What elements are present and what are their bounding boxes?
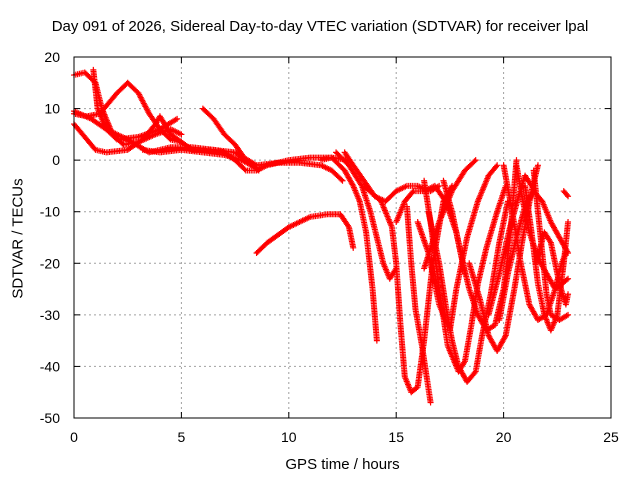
y-tick-label: -30 [40, 307, 60, 323]
y-tick-label: 10 [44, 101, 60, 117]
y-tick-label: 0 [52, 152, 60, 168]
y-tick-label: -10 [40, 204, 60, 220]
x-tick-label: 0 [70, 429, 78, 445]
y-axis-label: SDTVAR / TECUs [9, 178, 27, 299]
chart-title: Day 091 of 2026, Sidereal Day-to-day VTE… [51, 18, 589, 35]
x-tick-label: 20 [496, 429, 512, 445]
axis-ticks: 0 5 10 15 20 25 -50 -40 -30 -20 -10 0 10 20 [40, 49, 619, 445]
data-points [71, 66, 572, 406]
x-tick-label: 5 [178, 429, 186, 445]
series-track-26 [522, 182, 572, 334]
y-tick-label: -40 [40, 358, 60, 374]
series-track-29 [560, 188, 572, 200]
x-tick-label: 10 [281, 429, 297, 445]
series-track-8 [253, 211, 357, 256]
series-track-28 [532, 229, 572, 308]
plot-frame [73, 56, 612, 419]
x-axis-label: GPS time / hours [285, 456, 400, 473]
y-tick-label: 20 [44, 49, 60, 65]
series-track-19 [440, 157, 520, 334]
series-track-7 [199, 105, 262, 174]
series-track-18 [421, 157, 479, 272]
series-track-3 [71, 79, 185, 146]
series-track-17 [421, 177, 509, 375]
y-tick-label: -50 [40, 410, 60, 426]
series-track-9 [318, 154, 380, 344]
data-markers [199, 105, 262, 174]
x-tick-label: 15 [388, 429, 404, 445]
series-track-10 [333, 149, 400, 282]
grid-lines [74, 57, 611, 418]
data-markers [253, 211, 357, 256]
y-tick-label: -20 [40, 255, 60, 271]
series-track-20 [446, 162, 501, 334]
x-tick-label: 25 [603, 429, 619, 445]
data-markers [560, 188, 572, 200]
data-markers [71, 79, 185, 146]
series-track-14 [403, 203, 434, 406]
